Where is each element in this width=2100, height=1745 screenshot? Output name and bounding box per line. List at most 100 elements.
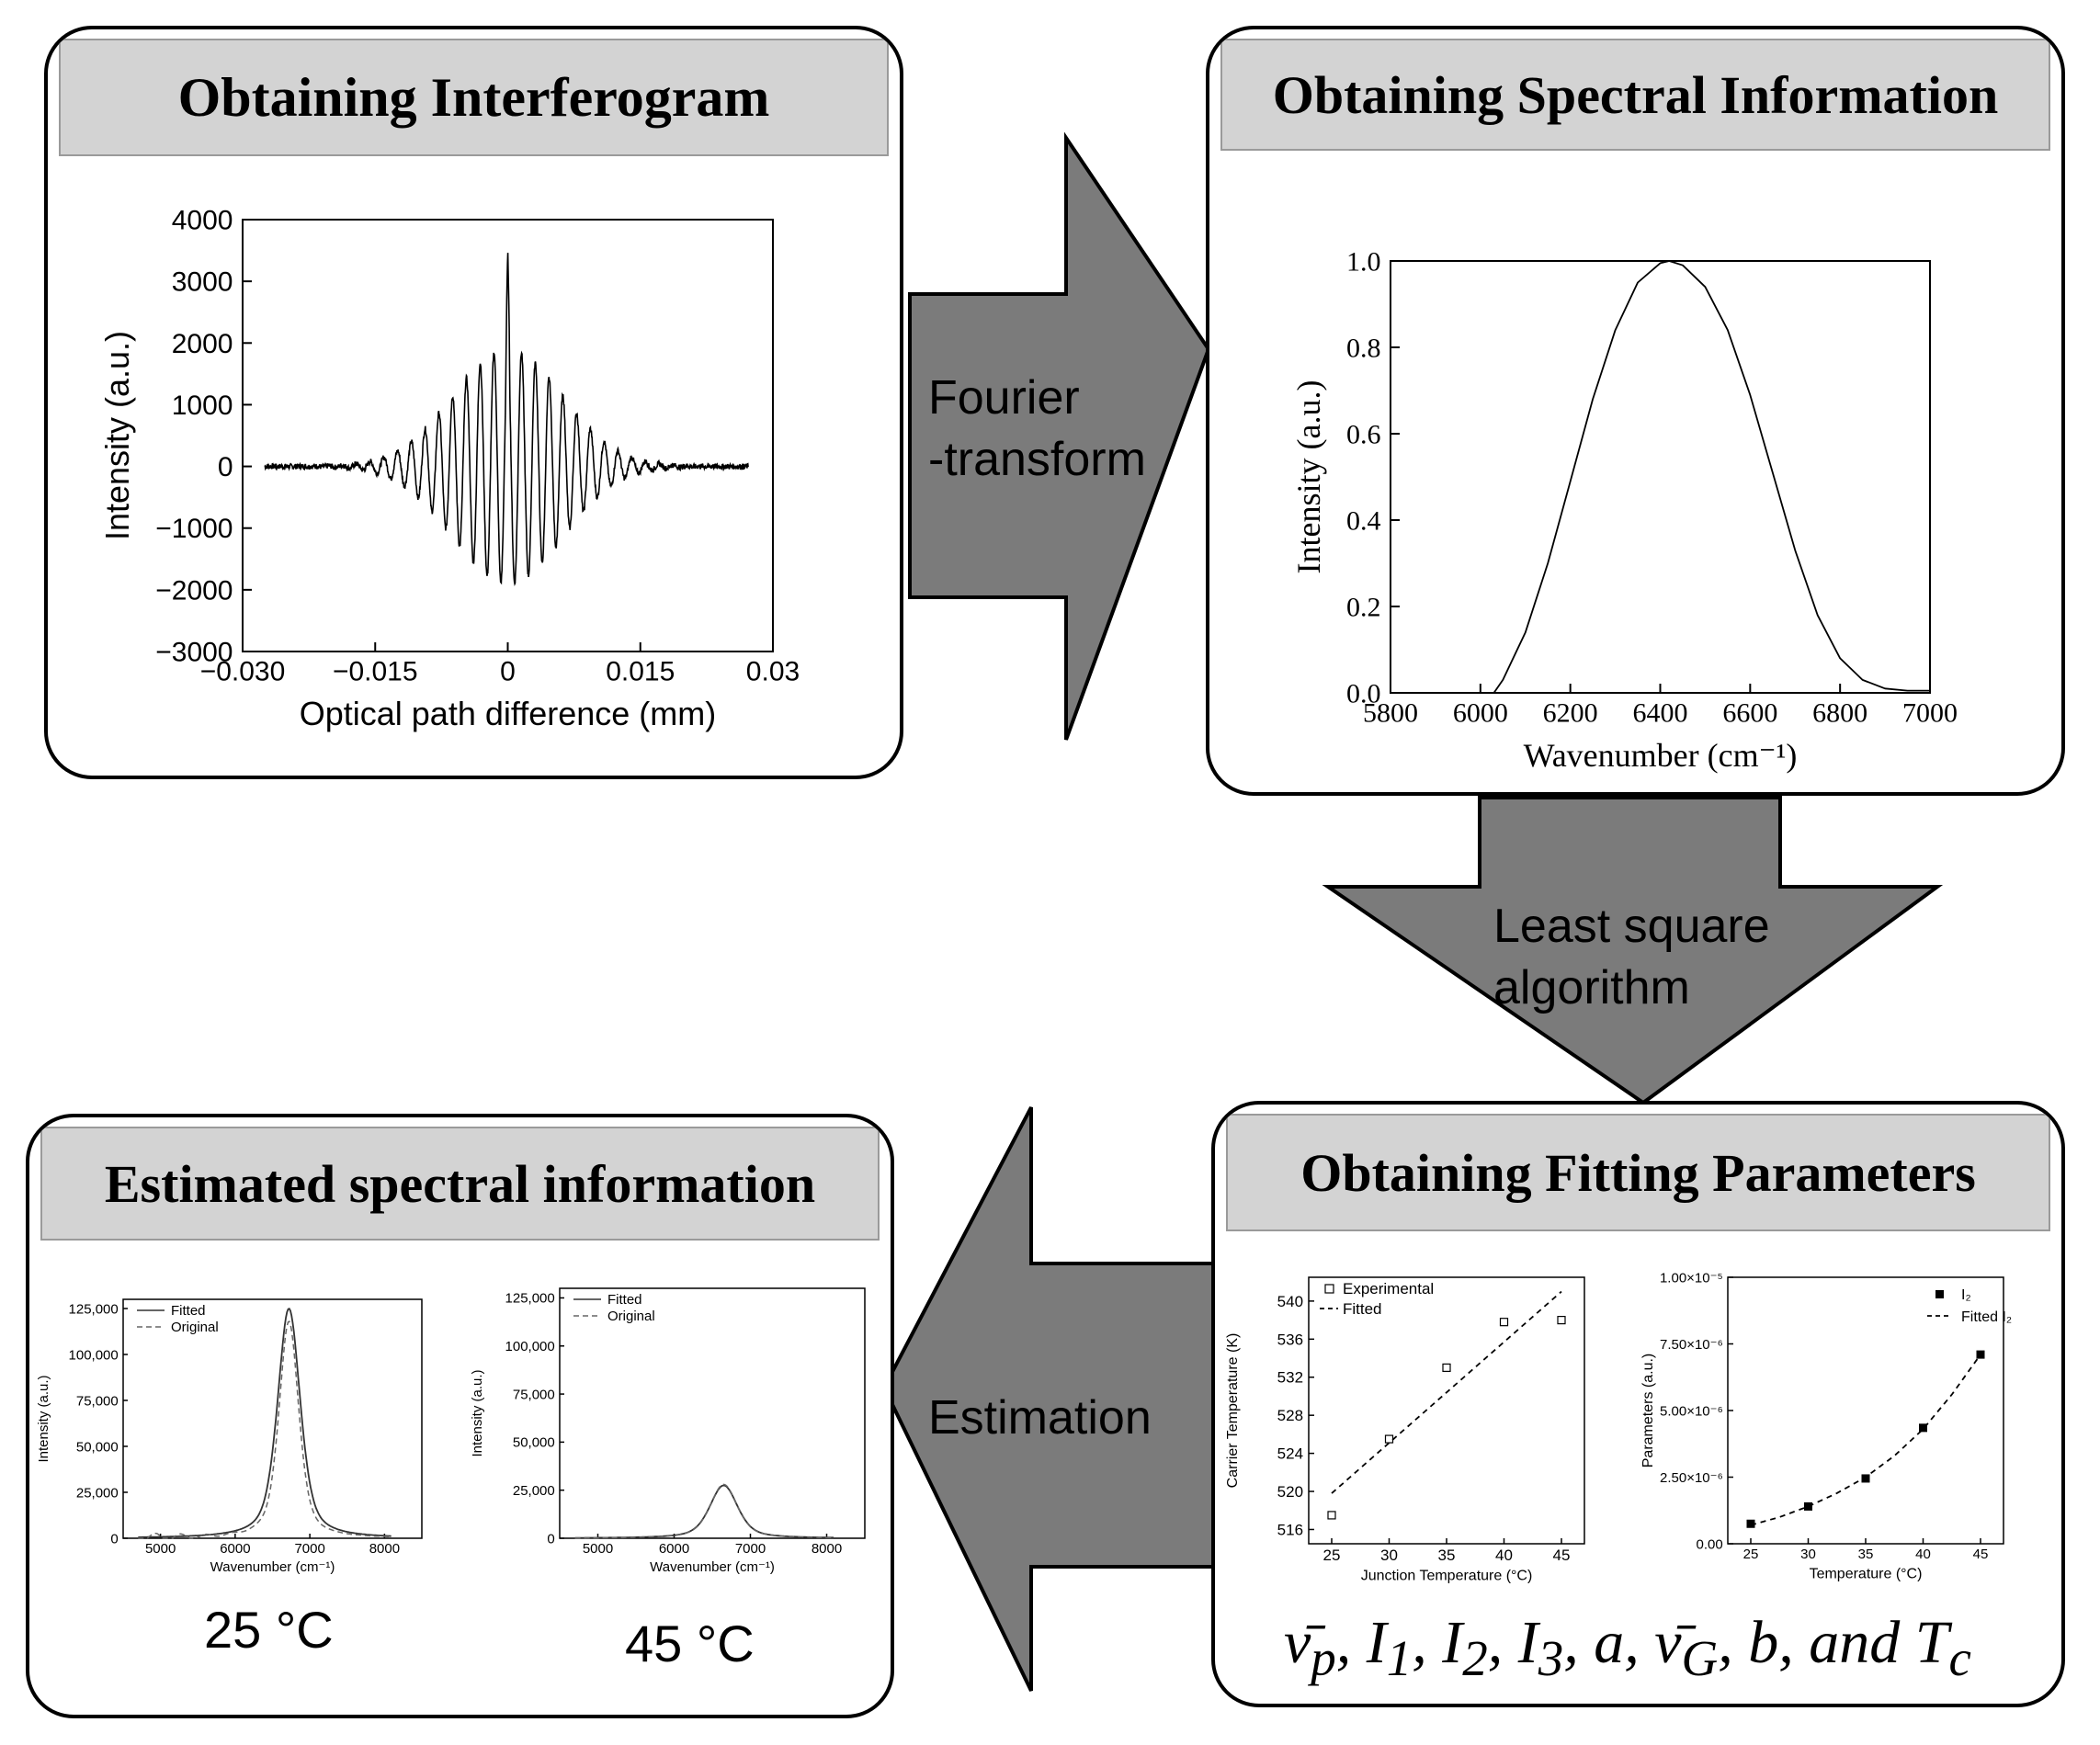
estimated-panel: Estimated spectral information 5000 6000 7… <box>26 1114 894 1718</box>
experimental-point <box>1384 1434 1394 1444</box>
y-tick-label: 125,000 <box>505 1291 555 1307</box>
x-axis-label: Temperature (°C) <box>1810 1566 1923 1581</box>
y-tick-label: 50,000 <box>76 1439 119 1455</box>
plot-frame <box>559 1287 866 1539</box>
estimated-chart-25c: 5000 6000 7000 8000 125,000 100,000 75,000 50,0… <box>36 1298 423 1575</box>
x-tick-label: −0.015 <box>333 657 418 687</box>
interferogram-chart: −0.030 −0.015 0 0.015 0.03 4000 3000 2000 1000 0 −… <box>98 206 800 733</box>
i2-point <box>1746 1519 1755 1528</box>
fitting-title: Obtaining Fitting Parameters <box>1226 1114 2050 1231</box>
x-tick-label: 30 <box>1380 1547 1398 1564</box>
estimated-chart-45c: 5000 6000 7000 8000 125,000 100,000 75,000 50,0… <box>470 1287 866 1575</box>
legend-fitted-label: Fitted <box>607 1292 642 1308</box>
i2-point <box>1804 1501 1812 1511</box>
y-tick-label: 75,000 <box>513 1387 555 1402</box>
spectral-title: Obtaining Spectral Information <box>1220 39 2050 151</box>
y-tick-label: 2.50×10⁻⁶ <box>1660 1470 1723 1486</box>
x-axis-label: Wavenumber (cm⁻¹) <box>1524 737 1798 774</box>
least-square-line1: Least square <box>1493 900 1770 953</box>
x-tick-label: 40 <box>1915 1547 1931 1562</box>
experimental-point <box>1442 1363 1451 1372</box>
fitted-i2-curve <box>1750 1354 1981 1526</box>
x-tick-label: 8000 <box>812 1541 842 1557</box>
x-tick-label: 0.03 <box>746 657 800 687</box>
y-axis-label: Intensity (a.u.) <box>36 1375 51 1462</box>
x-tick-label: 6800 <box>1812 698 1867 729</box>
y-tick-label: 0.00 <box>1697 1536 1723 1552</box>
y-tick-label: 0 <box>547 1531 554 1547</box>
parameters-chart: 25 30 35 40 45 1.00×10⁻⁵ 7.50×10⁻⁶ 5.00×10⁻⁶ 2.5… <box>1640 1270 2012 1581</box>
y-tick-label: −2000 <box>155 575 233 606</box>
caption-25c: 25 °C <box>204 1601 334 1659</box>
y-tick-label: 532 <box>1277 1369 1303 1387</box>
y-tick-label: −1000 <box>155 514 233 544</box>
x-tick-label: 30 <box>1800 1547 1816 1562</box>
spectrum-line <box>1391 260 1930 694</box>
original-line <box>138 1320 392 1539</box>
y-tick-label: 520 <box>1277 1483 1303 1501</box>
interferogram-panel: Obtaining Interferogram −0.030 −0.015 0 0.0… <box>44 26 903 779</box>
x-tick-label: 7000 <box>294 1541 324 1557</box>
y-tick-label: 0 <box>110 1531 118 1547</box>
legend-i2-label: I₂ <box>1961 1287 1971 1303</box>
y-axis-label: Intensity (a.u.) <box>1290 380 1327 574</box>
x-axis-label: Wavenumber (cm⁻¹) <box>650 1559 775 1575</box>
spectral-chart: 5800 6000 6200 6400 6600 6800 7000 1.0 0.8 0.6 0.4… <box>1290 247 1958 775</box>
estimated-title: Estimated spectral information <box>40 1127 880 1241</box>
x-tick-label: 7000 <box>735 1541 766 1557</box>
i2-point <box>1919 1423 1927 1433</box>
fourier-label-line2: -transform <box>928 432 1146 486</box>
plot-frame <box>122 1298 423 1539</box>
legend-original-label: Original <box>607 1309 655 1324</box>
y-tick-label: 25,000 <box>513 1483 555 1499</box>
y-axis-label: Parameters (a.u.) <box>1640 1354 1656 1467</box>
fourier-arrow <box>908 131 1211 741</box>
experimental-point <box>1327 1511 1336 1520</box>
y-tick-label: 0.0 <box>1346 679 1381 709</box>
y-tick-label: 0 <box>218 452 233 482</box>
y-tick-label: 4000 <box>172 206 233 236</box>
x-tick-label: 35 <box>1858 1547 1874 1562</box>
fitting-panel: Obtaining Fitting Parameters 25 30 35 40 45 5… <box>1211 1101 2065 1707</box>
y-tick-label: 5.00×10⁻⁶ <box>1660 1403 1723 1419</box>
x-axis-label: Optical path difference (mm) <box>300 695 717 732</box>
i2-point <box>1976 1350 1985 1359</box>
x-tick-label: 7000 <box>1902 698 1958 729</box>
caption-45c: 45 °C <box>625 1615 755 1672</box>
y-tick-label: −3000 <box>155 638 233 668</box>
experimental-point <box>1557 1316 1566 1325</box>
x-tick-label: 8000 <box>369 1541 400 1557</box>
least-square-line2: algorithm <box>1493 960 1690 1014</box>
i2-point <box>1861 1474 1870 1483</box>
interferogram-title: Obtaining Interferogram <box>59 39 889 156</box>
fitted-line <box>574 1484 834 1539</box>
y-tick-label: 0.4 <box>1346 506 1381 537</box>
y-tick-label: 0.2 <box>1346 593 1381 623</box>
x-tick-label: 25 <box>1323 1547 1341 1564</box>
y-tick-label: 1000 <box>172 391 233 421</box>
fitted-line <box>138 1308 392 1538</box>
interferogram-trace <box>264 253 749 587</box>
y-axis-label: Carrier Temperature (K) <box>1225 1333 1241 1489</box>
x-tick-label: 45 <box>1553 1547 1571 1564</box>
y-tick-label: 75,000 <box>76 1393 119 1409</box>
y-tick-label: 0.8 <box>1346 334 1381 364</box>
estimation-arrow <box>881 1106 1215 1692</box>
experimental-point <box>1499 1318 1509 1327</box>
x-tick-label: −0.030 <box>200 657 286 687</box>
y-tick-label: 1.0 <box>1346 247 1381 278</box>
fourier-label: Fourier -transform <box>928 368 1146 490</box>
x-tick-label: 6000 <box>1453 698 1508 729</box>
least-square-arrow <box>1322 796 1944 1105</box>
x-tick-label: 6600 <box>1722 698 1777 729</box>
y-tick-label: 100,000 <box>69 1347 119 1363</box>
x-tick-label: 6000 <box>659 1541 689 1557</box>
y-tick-label: 125,000 <box>69 1301 119 1317</box>
legend-fitted-i2-label: Fitted I₂ <box>1961 1309 2012 1325</box>
x-tick-label: 40 <box>1495 1547 1513 1564</box>
spectral-panel: Obtaining Spectral Information 5800 6000 6… <box>1206 26 2065 796</box>
y-axis-label: Intensity (a.u.) <box>98 331 136 540</box>
legend-i2-marker <box>1935 1290 1944 1298</box>
legend-fitted-label: Fitted <box>1343 1300 1382 1318</box>
